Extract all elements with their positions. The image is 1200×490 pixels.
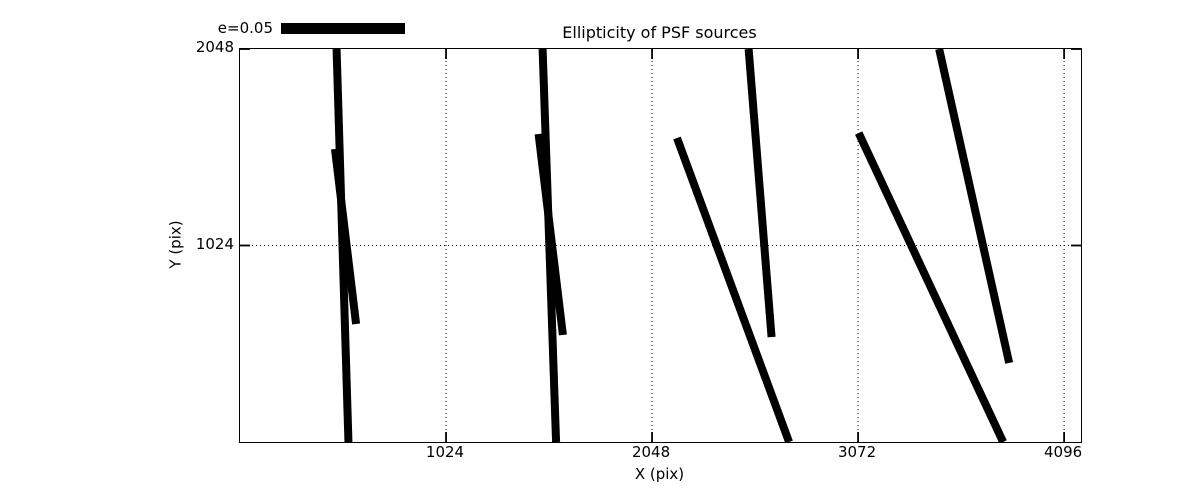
chart-title: Ellipticity of PSF sources bbox=[562, 23, 757, 42]
y-tick-label: 1024 bbox=[195, 234, 234, 253]
x-tick-label: 4096 bbox=[1044, 443, 1083, 461]
ellipticity-whisker bbox=[935, 49, 1014, 364]
ellipticity-whisker bbox=[673, 136, 793, 442]
x-tick-label: 3072 bbox=[837, 443, 877, 461]
legend-scale-label: e=0.05 bbox=[217, 19, 273, 37]
ellipticity-whisker bbox=[855, 131, 1007, 442]
whisker-plot-svg bbox=[240, 49, 1081, 442]
ellipticity-whisker bbox=[330, 148, 361, 325]
y-tick-label: 2048 bbox=[195, 38, 234, 56]
ellipticity-whisker bbox=[332, 49, 353, 442]
plot-area bbox=[239, 48, 1082, 443]
x-tick-label: 1024 bbox=[425, 443, 465, 461]
legend-scale-bar bbox=[281, 23, 405, 34]
x-tick-label: 2048 bbox=[631, 443, 671, 461]
x-axis-label: X (pix) bbox=[634, 465, 685, 483]
ellipticity-whisker bbox=[534, 133, 567, 336]
ellipticity-whisker bbox=[744, 49, 776, 338]
